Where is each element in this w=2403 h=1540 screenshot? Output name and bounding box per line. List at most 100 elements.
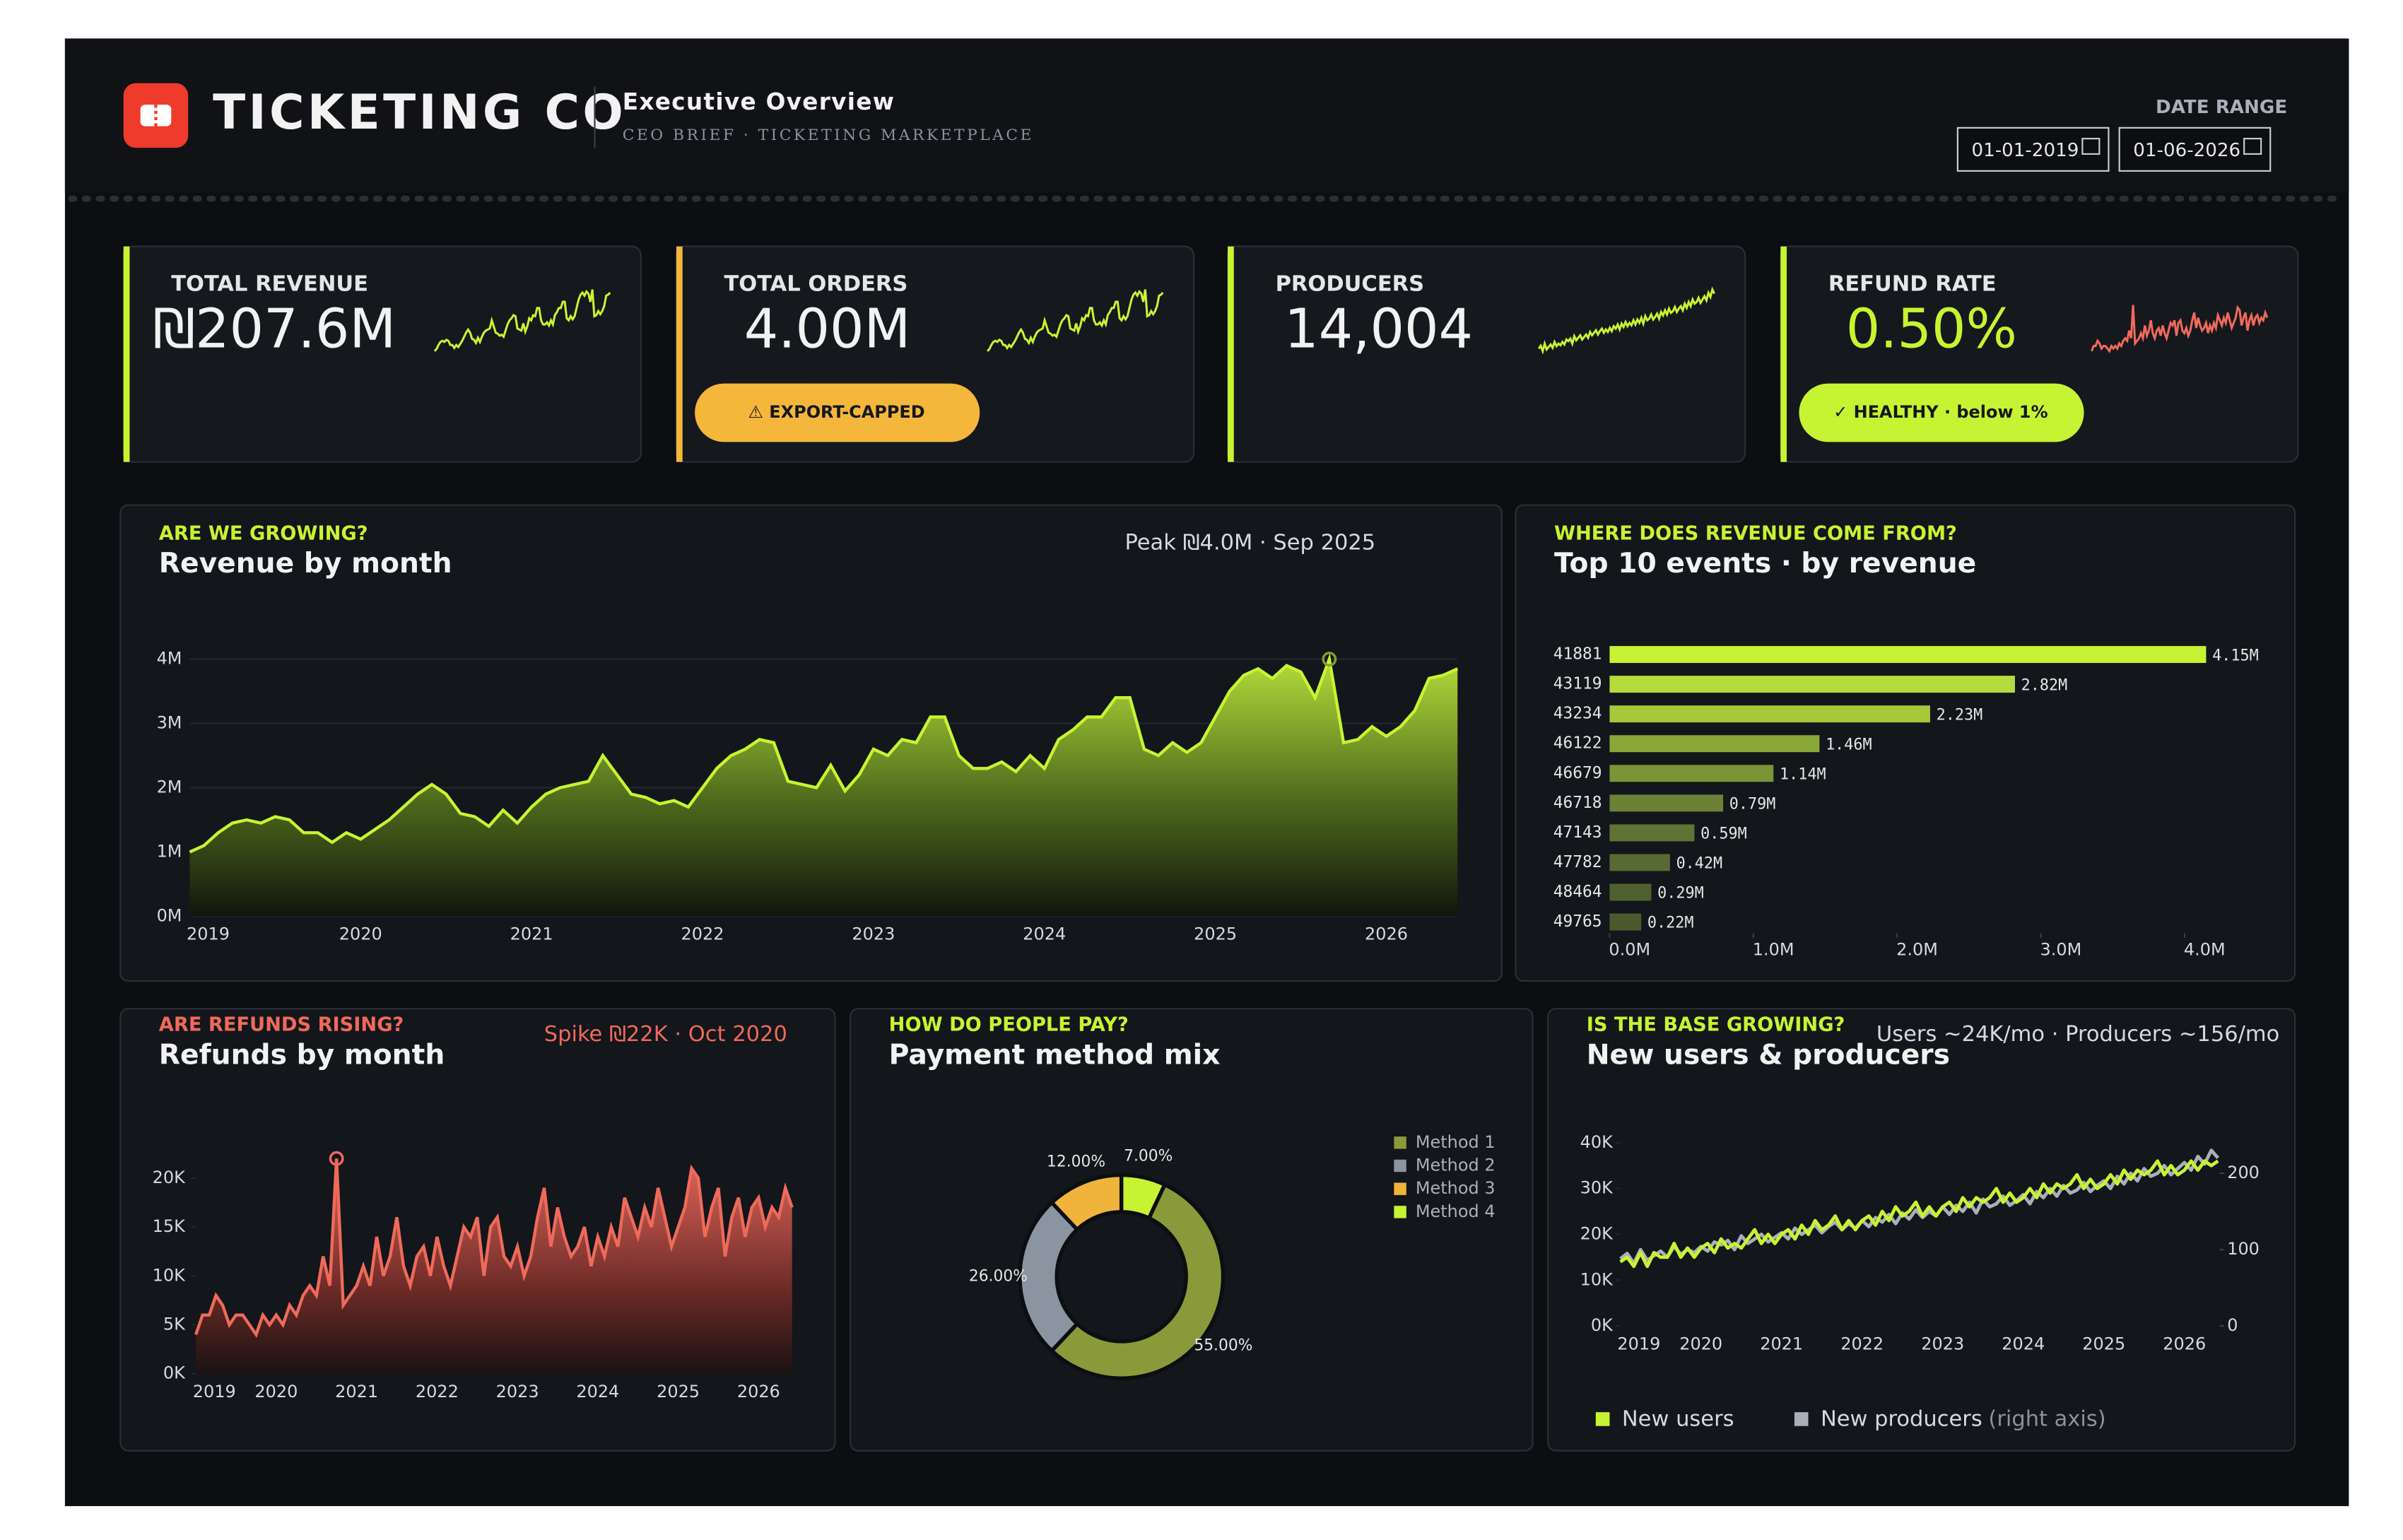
annotation: Users ~24K/mo · Producers ~156/mo <box>1876 1022 2279 1047</box>
panel-title: New users & producers <box>1587 1039 1950 1071</box>
annotation: Spike ₪22K · Oct 2020 <box>544 1022 787 1047</box>
date-end[interactable]: 01-06-2026 <box>2133 140 2240 161</box>
panel-title: Refunds by month <box>159 1039 445 1071</box>
x-tick-label: 2019 <box>187 924 230 944</box>
line <box>189 653 1459 854</box>
panel <box>1547 1008 2296 1452</box>
kpi-value: ₪207.6M <box>153 298 396 360</box>
legend-swatch <box>1394 1206 1406 1218</box>
x-tick-label: 2020 <box>254 1382 298 1401</box>
y-tick-label: 47782 <box>1553 853 1602 871</box>
legend-swatch <box>1394 1159 1406 1172</box>
legend-label: Method 1 <box>1416 1132 1496 1152</box>
legend-label: Method 2 <box>1416 1156 1496 1175</box>
series-line <box>1619 1159 2219 1269</box>
panel-kicker: ARE REFUNDS RISING? <box>159 1014 404 1036</box>
x-tick-label: 2019 <box>1617 1334 1660 1353</box>
kpi-badge <box>695 383 980 442</box>
y-tick-label: 40K <box>1580 1132 1614 1152</box>
logo-ticket <box>140 105 172 127</box>
x-tick-label: 2022 <box>1840 1334 1884 1353</box>
y-tick-label: 4M <box>157 649 182 669</box>
y-tick-label: 3M <box>157 713 182 733</box>
bar <box>1609 705 1930 723</box>
kpi-accent <box>1780 246 1787 462</box>
date-range-label: DATE RANGE <box>2156 97 2287 118</box>
peak-marker <box>1322 652 1337 667</box>
bar <box>1609 913 1642 931</box>
y-tick-label: 20K <box>153 1168 186 1187</box>
peak-marker <box>329 1151 344 1166</box>
y2-tick-label: 0 <box>2227 1315 2238 1335</box>
kpi-sparkline <box>2091 305 2269 353</box>
kpi-badge-text: ✓ HEALTHY · below 1% <box>1833 402 2047 422</box>
x-tick-label: 2020 <box>1679 1334 1722 1353</box>
legend-note: (right axis) <box>1988 1407 2105 1432</box>
data-label: 1.46M <box>1826 736 1872 753</box>
data-label: 2.82M <box>2021 676 2068 694</box>
bar <box>1609 854 1670 871</box>
y-tick-label: 49765 <box>1553 912 1602 931</box>
panel-kicker: ARE WE GROWING? <box>159 523 368 545</box>
data-label: 0.79M <box>1729 796 1776 813</box>
x-tick-label: 2026 <box>737 1382 780 1401</box>
date-start[interactable]: 01-01-2019 <box>1972 140 2079 161</box>
kpi-sparkline <box>987 289 1164 352</box>
date-end-box[interactable] <box>2118 127 2272 172</box>
data-label: 0.42M <box>1676 855 1723 873</box>
data-label: 12.00% <box>1047 1153 1105 1170</box>
y-tick-label: 46122 <box>1553 734 1602 753</box>
date-start-box[interactable] <box>1956 127 2110 172</box>
x-tick-label: 1.0M <box>1753 939 1794 959</box>
x-tick-label: 2021 <box>1760 1334 1803 1353</box>
y-tick-label: 30K <box>1580 1178 1614 1198</box>
header-title: Executive Overview <box>623 88 895 115</box>
donut-segment <box>1018 1199 1080 1354</box>
data-label: 0.29M <box>1657 885 1704 903</box>
x-tick-label: 2022 <box>681 924 724 944</box>
data-label: 1.14M <box>1780 765 1826 783</box>
calendar-icon <box>2081 138 2101 155</box>
x-tick-label: 2021 <box>510 924 553 944</box>
area <box>189 659 1458 917</box>
y2-tick-label: 100 <box>2227 1239 2260 1259</box>
data-label: 0.59M <box>1700 825 1747 843</box>
bar <box>1609 794 1724 812</box>
kpi-badge <box>1799 383 2084 442</box>
data-label: 7.00% <box>1124 1147 1173 1165</box>
x-tick-label: 2023 <box>496 1382 539 1401</box>
y-tick-label: 46718 <box>1553 794 1602 812</box>
kpi-accent <box>676 246 683 462</box>
x-tick-label: 2023 <box>1921 1334 1964 1353</box>
kpi-accent <box>123 246 130 462</box>
x-tick-label: 2025 <box>657 1382 700 1401</box>
calendar-icon <box>2243 138 2262 155</box>
legend-label: Method 4 <box>1416 1201 1496 1221</box>
x-tick-label: 2025 <box>1194 924 1237 944</box>
panel-title: Payment method mix <box>889 1039 1221 1071</box>
y-tick-label: 20K <box>1580 1223 1614 1243</box>
data-label: 4.15M <box>2212 647 2259 664</box>
x-tick-label: 2025 <box>2082 1334 2125 1353</box>
panel-kicker: IS THE BASE GROWING? <box>1587 1014 1845 1036</box>
kpi-label: TOTAL REVENUE <box>171 272 368 297</box>
x-tick-label: 2024 <box>1023 924 1066 944</box>
kpi-sparkline <box>433 289 611 352</box>
bar <box>1609 883 1652 901</box>
legend-swatch <box>1394 1136 1406 1149</box>
header-subtitle: CEO BRIEF · TICKETING MARKETPLACE <box>623 127 1034 144</box>
x-tick-label: 2026 <box>2163 1334 2206 1353</box>
x-tick-label: 2024 <box>2002 1334 2045 1353</box>
kpi-badge-text: ⚠ EXPORT-CAPPED <box>748 402 924 422</box>
data-label: 26.00% <box>969 1267 1028 1285</box>
x-tick-label: 2021 <box>335 1382 378 1401</box>
y-tick-label: 15K <box>153 1216 186 1236</box>
kpi-accent <box>1228 246 1234 462</box>
panel <box>1515 504 2296 982</box>
legend-label: New users <box>1622 1407 1734 1432</box>
legend-swatch <box>1595 1412 1610 1426</box>
y-tick-label: 0K <box>163 1363 186 1383</box>
x-tick-label: 2019 <box>193 1382 236 1401</box>
bar <box>1609 646 2207 664</box>
